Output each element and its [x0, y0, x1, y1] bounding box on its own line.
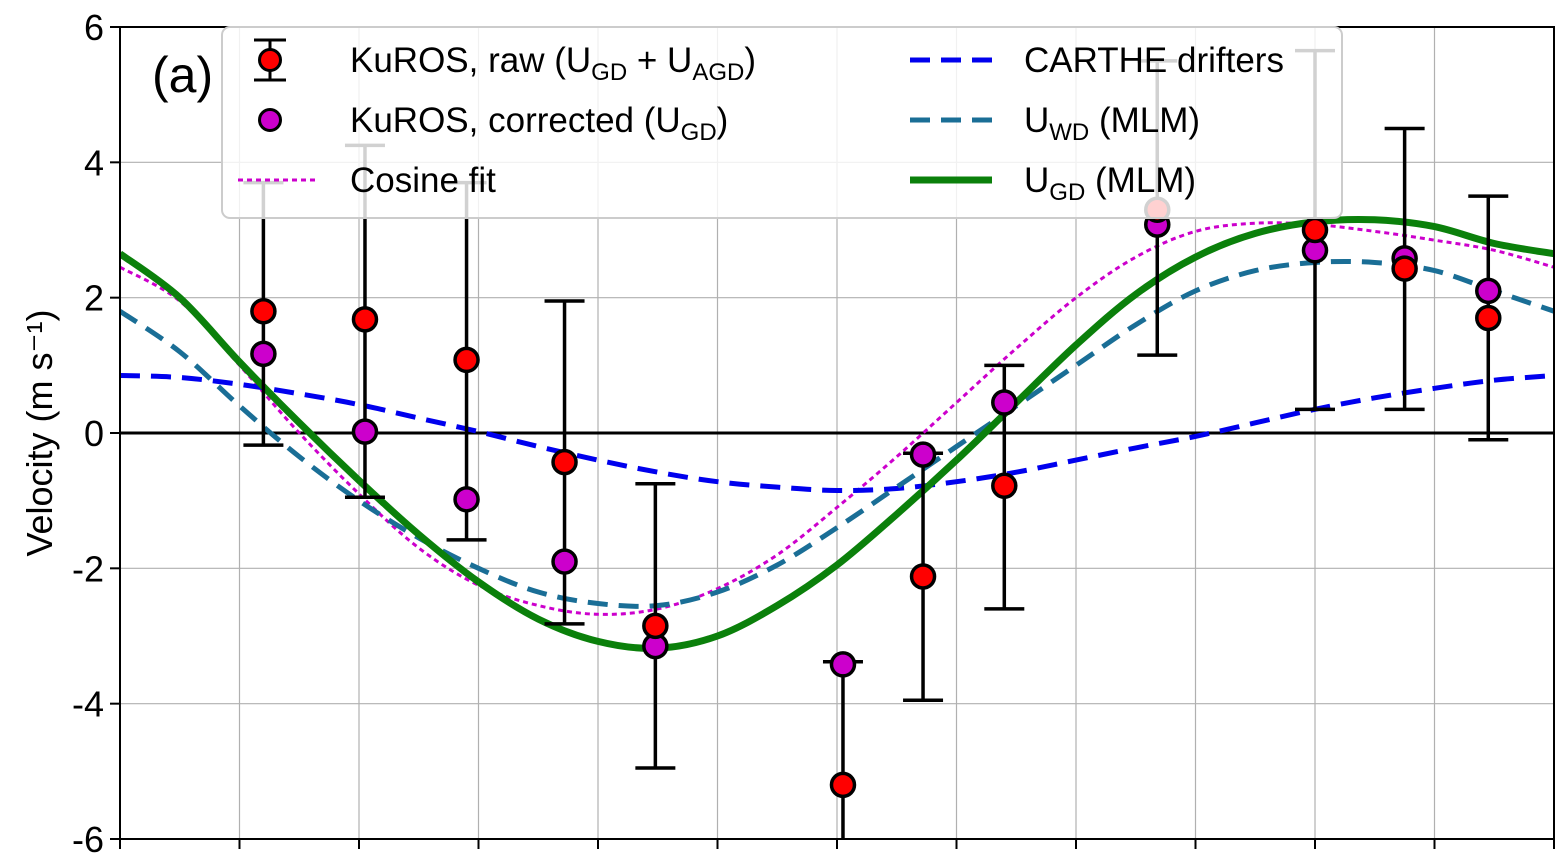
- legend-carthe-label: CARTHE drifters: [1024, 41, 1284, 80]
- corrected-point: [551, 548, 578, 575]
- x-ticks: [119, 839, 1555, 849]
- legend-cosine-label: Cosine fit: [350, 161, 496, 200]
- raw-point: [909, 563, 937, 590]
- legend-ugd-label: UGD (MLM): [1024, 161, 1196, 206]
- y-tick-label: 0: [84, 413, 104, 454]
- corrected-point: [1475, 277, 1502, 305]
- raw-point: [991, 472, 1018, 500]
- raw-point: [1301, 216, 1329, 244]
- legend-corrected-label: KuROS, corrected (UGD): [350, 101, 728, 146]
- corrected-point: [991, 389, 1018, 416]
- uwd-mlm-line: [120, 258, 1554, 609]
- corrected-point: [829, 651, 857, 678]
- y-tick-label: 2: [84, 278, 104, 319]
- legend-raw-marker: [254, 38, 286, 82]
- legend-box: [221, 26, 1343, 219]
- y-axis-label: Velocity (m s⁻¹): [19, 309, 60, 556]
- legend-raw-label: KuROS, raw (UGD + UAGD): [350, 41, 756, 86]
- raw-point: [1475, 304, 1502, 332]
- raw-point: [453, 346, 480, 374]
- raw-point: [1391, 255, 1418, 282]
- errorbar: [822, 659, 863, 839]
- points-layer: [250, 196, 1502, 799]
- corrected-point: [909, 441, 937, 468]
- y-tick-label: 6: [84, 7, 104, 48]
- ugd-mlm-line: [120, 216, 1554, 652]
- y-tick-label: -2: [72, 548, 104, 589]
- raw-point: [551, 448, 578, 476]
- raw-point: [642, 612, 669, 640]
- panel-label: (a): [152, 47, 213, 103]
- y-tick-label: -6: [72, 819, 104, 856]
- legend-corrected-marker: [258, 108, 282, 132]
- corrected-point: [453, 486, 480, 513]
- corrected-point: [351, 418, 379, 445]
- legend-uwd-label: UWD (MLM): [1024, 101, 1200, 146]
- y-ticks: 6 4 2 0 -2 -4 -6: [72, 7, 120, 856]
- raw-point: [250, 297, 277, 325]
- y-tick-label: -4: [72, 684, 104, 725]
- legend: KuROS, raw (UGD + UAGD) KuROS, corrected…: [221, 26, 1343, 219]
- raw-point: [829, 771, 857, 799]
- y-tick-label: 4: [84, 142, 104, 183]
- raw-point: [351, 306, 379, 333]
- corrected-point: [250, 340, 277, 368]
